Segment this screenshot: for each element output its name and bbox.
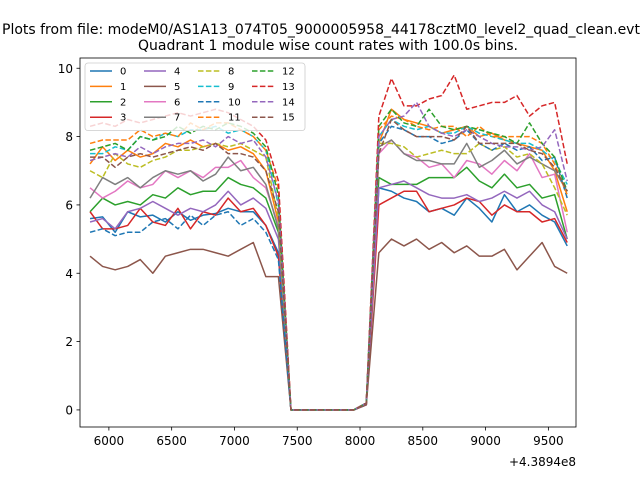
- series-line-7: [89, 139, 568, 411]
- series-line-6: [89, 139, 568, 411]
- x-tick-label: 7000: [219, 434, 250, 448]
- x-offset-label: +4.3894e8: [509, 455, 576, 469]
- y-tick-label: 6: [65, 198, 73, 212]
- legend-label-15: 15: [282, 113, 295, 124]
- chart-suptitle: Plots from file: modeM0/AS1A13_074T05_90…: [2, 22, 640, 38]
- series-line-0: [89, 187, 568, 411]
- plot-area: [89, 74, 568, 411]
- x-tick-label: 8500: [408, 434, 439, 448]
- plot-frame: [79, 57, 577, 428]
- legend-label-12: 12: [282, 67, 295, 78]
- x-tick-label: 6500: [156, 434, 187, 448]
- legend-label-8: 8: [228, 67, 234, 78]
- series-line-10: [89, 125, 568, 411]
- legend-label-0: 0: [120, 67, 126, 78]
- x-tick-label: 9000: [470, 434, 501, 448]
- y-tick-label: 0: [65, 403, 73, 417]
- legend-label-7: 7: [174, 113, 180, 124]
- y-tick-label: 8: [65, 130, 73, 144]
- y-tick-label: 4: [65, 267, 73, 281]
- y-tick-label: 2: [65, 335, 73, 349]
- chart-title: Quadrant 1 module wise count rates with …: [138, 38, 518, 54]
- legend-label-13: 13: [282, 82, 295, 93]
- x-tick-label: 9500: [533, 434, 564, 448]
- series-line-5: [89, 238, 568, 411]
- x-tick-label: 8000: [345, 434, 376, 448]
- x-tick-label: 7500: [282, 434, 313, 448]
- legend-label-11: 11: [228, 113, 241, 124]
- legend-label-3: 3: [120, 113, 126, 124]
- legend-label-2: 2: [120, 97, 126, 108]
- legend-box: [84, 62, 306, 131]
- legend-label-14: 14: [282, 97, 295, 108]
- legend-label-4: 4: [174, 67, 180, 78]
- legend-label-9: 9: [228, 82, 234, 93]
- legend-label-10: 10: [228, 97, 241, 108]
- legend-label-5: 5: [174, 82, 180, 93]
- series-line-2: [89, 166, 568, 411]
- series-line-15: [90, 118, 568, 411]
- y-tick-label: 10: [58, 62, 73, 76]
- series-line-3: [89, 190, 568, 411]
- series-line-9: [90, 118, 568, 411]
- x-tick-label: 6000: [94, 434, 125, 448]
- legend-label-6: 6: [174, 97, 180, 108]
- series-line-11: [89, 115, 568, 411]
- legend-label-1: 1: [120, 82, 126, 93]
